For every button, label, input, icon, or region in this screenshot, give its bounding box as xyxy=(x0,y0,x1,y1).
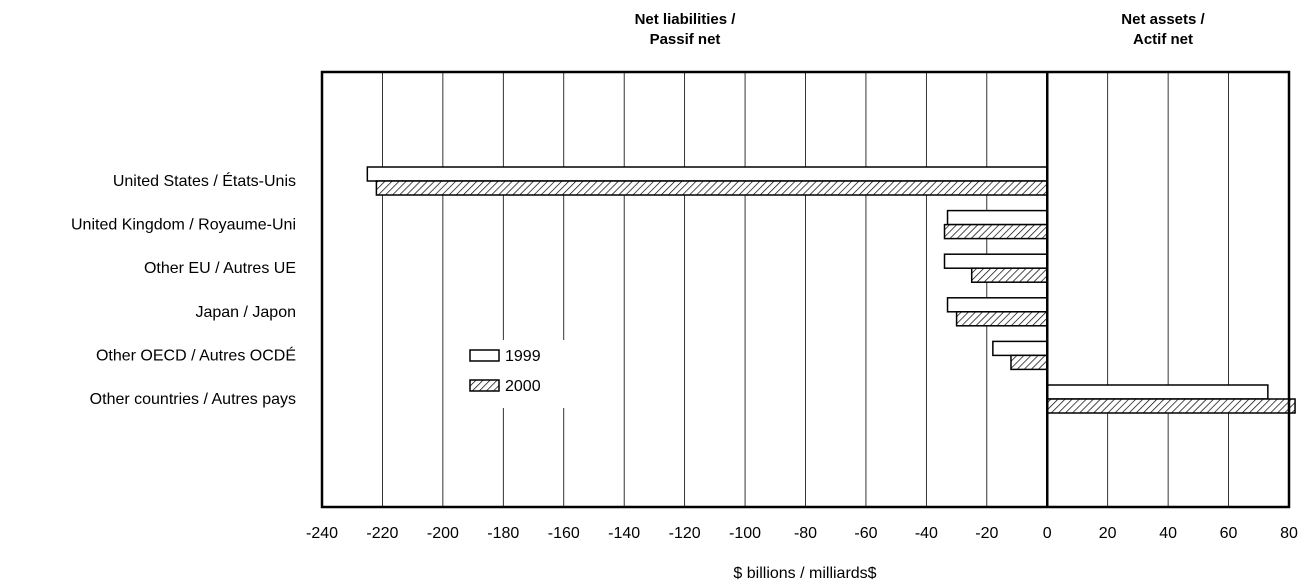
x-tick-label: -240 xyxy=(306,525,338,542)
category-label: United Kingdom / Royaume-Uni xyxy=(71,217,296,234)
x-tick-label: -140 xyxy=(608,525,640,542)
bar-1999 xyxy=(366,166,1048,182)
x-tick-label: -100 xyxy=(729,525,761,542)
header-left-line1: Net liabilities / xyxy=(635,11,737,28)
category-labels: United States / États-Unis United Kingdom… xyxy=(71,171,296,408)
x-tick-label: 80 xyxy=(1280,525,1298,542)
gridlines xyxy=(382,72,1229,507)
header-right-line1: Net assets / xyxy=(1121,11,1205,28)
category-label: Other countries / Autres pays xyxy=(90,391,296,408)
category-label: Other EU / Autres UE xyxy=(144,260,296,277)
header-left-line2: Passif net xyxy=(650,31,721,48)
legend-label-1999: 1999 xyxy=(505,348,541,365)
legend: 1999 2000 xyxy=(460,340,570,408)
bar-2000 xyxy=(970,267,1048,283)
bar-1999 xyxy=(992,340,1049,357)
bar-1999 xyxy=(946,297,1049,313)
legend-swatch-1999 xyxy=(469,349,500,362)
category-label: United States / États-Unis xyxy=(113,171,296,190)
x-axis-label: $ billions / milliards$ xyxy=(733,565,876,582)
bar-2000 xyxy=(943,223,1048,240)
x-tick-label: -120 xyxy=(669,525,701,542)
x-tick-label: 60 xyxy=(1220,525,1238,542)
bar-2000 xyxy=(1046,398,1296,414)
plot-frame xyxy=(320,70,1291,509)
bar-2000 xyxy=(1010,354,1048,371)
bar-2000 xyxy=(955,311,1048,327)
x-tick-label: -20 xyxy=(975,525,998,542)
x-tick-label: -180 xyxy=(487,525,519,542)
x-tick-label: -60 xyxy=(854,525,877,542)
x-tick-label: 20 xyxy=(1099,525,1117,542)
x-tick-label: 0 xyxy=(1043,525,1052,542)
bar-1999 xyxy=(1046,384,1269,400)
category-label: Other OECD / Autres OCDÉ xyxy=(96,345,296,364)
bar-1999 xyxy=(946,209,1049,226)
x-tick-label: -40 xyxy=(915,525,938,542)
category-label: Japan / Japon xyxy=(195,304,296,321)
bar-1999 xyxy=(943,253,1048,269)
x-tick-label: -200 xyxy=(427,525,459,542)
x-tick-label: -80 xyxy=(794,525,817,542)
x-tick-label: -220 xyxy=(366,525,398,542)
bar-2000 xyxy=(375,180,1048,196)
legend-swatch-2000 xyxy=(469,379,500,392)
x-tick-labels: -240 -220 -200 -180 -160 -140 -120 -100 -80 -60 -4… xyxy=(306,525,1298,542)
bars xyxy=(366,166,1296,414)
legend-label-2000: 2000 xyxy=(505,378,541,395)
header-right-line2: Actif net xyxy=(1133,31,1193,48)
x-tick-label: -160 xyxy=(548,525,580,542)
x-tick-label: 40 xyxy=(1159,525,1177,542)
